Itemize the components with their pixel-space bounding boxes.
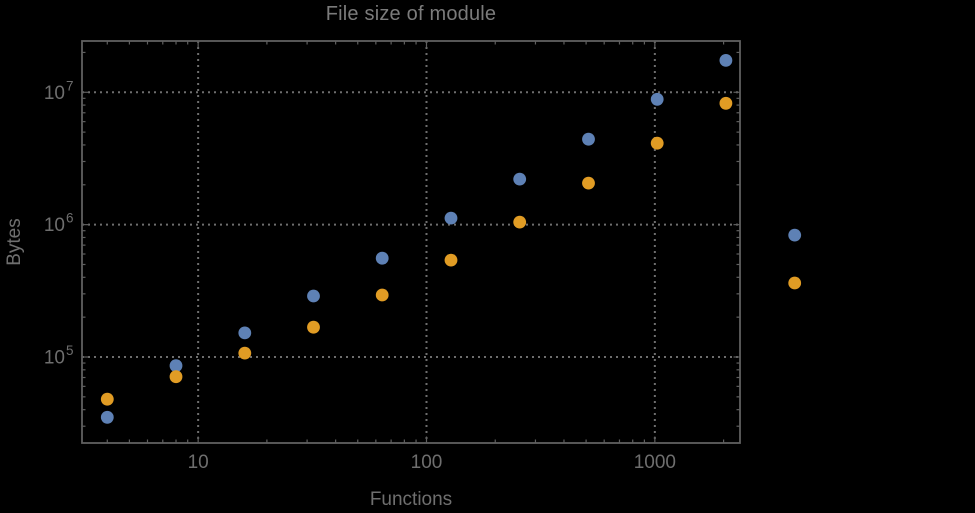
chart-title: File size of module (325, 3, 497, 25)
x-tick-label: 100 (411, 452, 443, 473)
x-tick-label: 1000 (634, 452, 676, 473)
y-tick-label-exponent: 6 (66, 211, 74, 226)
data-point-blue (719, 54, 733, 67)
data-point-orange (513, 215, 527, 229)
data-point-orange (238, 346, 252, 360)
y-tick-label-base: 10 (44, 83, 65, 104)
y-tick-label-base: 10 (44, 347, 65, 368)
data-point-orange (375, 288, 389, 302)
data-point-orange (444, 253, 458, 267)
data-point-blue (238, 326, 252, 340)
data-point-blue (650, 92, 664, 106)
plot-frame (81, 40, 741, 444)
data-point-orange (582, 176, 595, 190)
data-point-blue (307, 289, 320, 303)
data-point-blue (582, 132, 595, 146)
y-axis-label: Bytes (4, 218, 25, 266)
data-point-orange (307, 320, 320, 334)
data-point-blue (788, 228, 802, 242)
x-axis-label: Functions (369, 489, 453, 510)
data-point-blue (100, 410, 114, 424)
data-point-orange (100, 392, 114, 406)
data-point-orange (169, 370, 183, 384)
y-tick-label-exponent: 5 (66, 343, 74, 358)
data-point-blue (444, 211, 458, 225)
y-tick-label-exponent: 7 (66, 78, 74, 93)
data-point-orange (788, 276, 802, 290)
x-tick-label: 10 (188, 452, 209, 473)
data-point-blue (375, 251, 389, 265)
data-point-blue (513, 172, 527, 186)
y-tick-label-base: 10 (44, 215, 65, 236)
data-point-orange (650, 136, 664, 150)
data-point-orange (719, 96, 733, 110)
data-point-blue (169, 359, 183, 373)
